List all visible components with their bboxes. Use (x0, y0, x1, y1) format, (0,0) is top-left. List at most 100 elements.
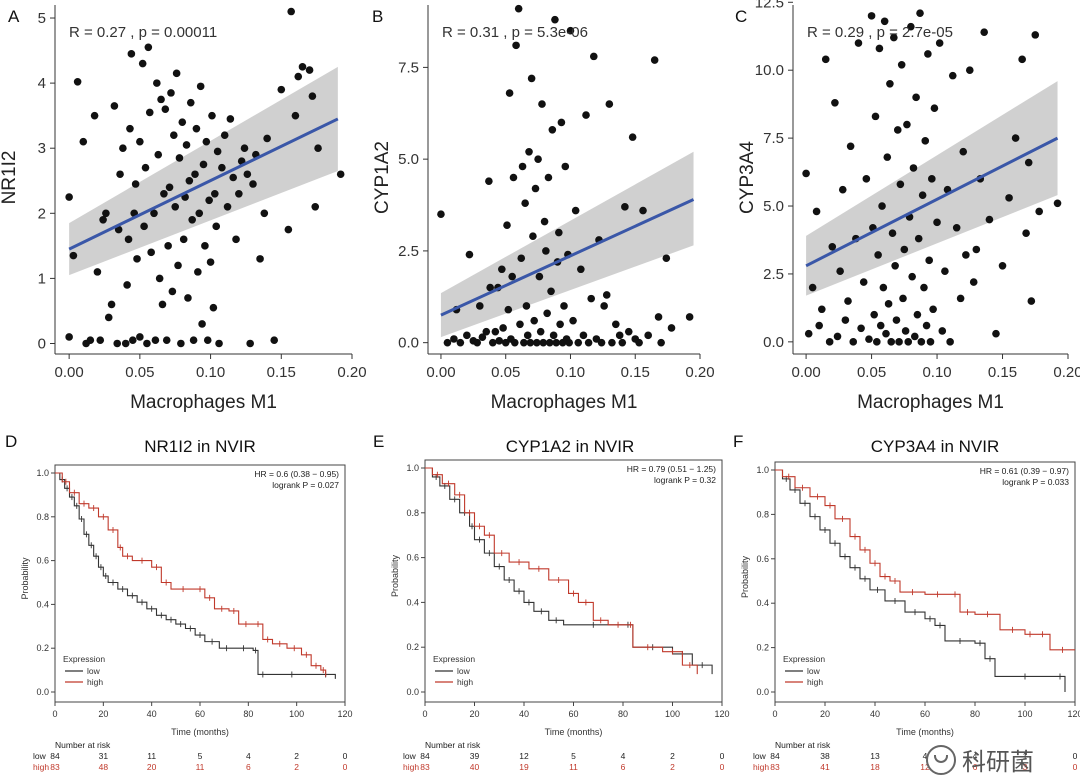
data-point (185, 176, 194, 185)
x-tick-label: 0.10 (196, 364, 225, 381)
data-point (518, 162, 527, 171)
data-point (143, 339, 151, 348)
data-point (160, 189, 168, 198)
risk-count-high: 0 (1073, 762, 1078, 772)
data-point (170, 131, 178, 139)
risk-count-high: 41 (820, 762, 830, 772)
data-point (560, 302, 568, 310)
x-tick-label: 0.10 (556, 364, 585, 381)
data-point (884, 300, 893, 308)
confidence-band (69, 66, 338, 276)
y-tick-label: 0.0 (36, 687, 49, 697)
data-point (608, 338, 616, 347)
x-tick-label: 80 (970, 709, 980, 719)
risk-row-label-low: low (403, 751, 417, 761)
data-point (657, 338, 665, 347)
data-point (547, 287, 555, 296)
risk-count-high: 6 (621, 762, 626, 772)
y-axis-label: CYP3A4 (737, 141, 758, 214)
data-point (836, 267, 844, 276)
data-point (99, 216, 107, 224)
risk-row-label-high: high (403, 762, 419, 772)
data-point (900, 245, 909, 254)
x-tick-label: 60 (195, 709, 205, 719)
regression-line (805, 136, 1059, 268)
data-point (256, 255, 264, 263)
risk-count-high: 0 (343, 762, 348, 772)
risk-count-high: 2 (294, 762, 299, 772)
data-point (935, 39, 944, 47)
data-point (198, 320, 206, 328)
data-point (525, 148, 533, 156)
y-tick-label: 0.6 (36, 556, 49, 566)
data-point (186, 98, 195, 107)
data-point (517, 254, 526, 263)
data-point (870, 310, 878, 319)
data-point (899, 294, 907, 303)
data-point (116, 170, 124, 179)
data-point (277, 85, 286, 94)
data-point (876, 321, 885, 330)
data-point (208, 111, 216, 120)
data-point (211, 189, 219, 198)
risk-count-low: 31 (99, 751, 109, 761)
data-point (499, 324, 507, 332)
data-point (833, 332, 842, 341)
data-point (818, 305, 826, 314)
data-point (520, 338, 528, 347)
data-point (882, 329, 890, 338)
data-point (127, 50, 136, 58)
hazard-ratio-text: HR = 0.61 (0.39 − 0.97) (980, 466, 1069, 476)
y-tick-label: 3 (38, 140, 46, 157)
legend-label: high (457, 677, 473, 687)
data-point (131, 180, 140, 188)
data-point (644, 331, 652, 340)
data-point (650, 56, 659, 64)
data-point (437, 210, 445, 219)
data-point (891, 261, 899, 270)
data-point (196, 82, 205, 91)
data-point (667, 324, 676, 332)
risk-count-low: 11 (147, 751, 156, 761)
data-point (904, 338, 913, 346)
data-point (533, 338, 541, 347)
data-point (965, 66, 974, 74)
legend-label: low (87, 666, 101, 676)
x-tick-label: 0.00 (55, 364, 84, 381)
y-tick-label: 0.0 (406, 687, 419, 697)
risk-count-low: 84 (770, 751, 780, 761)
data-point (229, 173, 237, 182)
data-point (846, 142, 855, 151)
data-point (849, 338, 858, 346)
data-point (526, 338, 535, 347)
data-point (828, 242, 837, 251)
x-axis-label: Macrophages M1 (130, 392, 277, 413)
data-point (865, 335, 873, 343)
data-point (263, 134, 271, 143)
data-point (821, 55, 830, 64)
logrank-text: logrank P = 0.32 (654, 475, 716, 485)
x-tick-label: 20 (469, 709, 479, 719)
data-point (473, 338, 482, 347)
panel-label: D (5, 432, 17, 451)
legend-title: Expression (783, 654, 825, 664)
data-point (182, 141, 191, 149)
y-tick-label: 2 (38, 205, 46, 222)
data-point (294, 72, 303, 81)
data-point (450, 335, 458, 343)
data-point (913, 310, 922, 319)
data-point (336, 170, 345, 179)
data-point (561, 162, 570, 171)
risk-count-low: 39 (470, 751, 480, 761)
data-point (946, 338, 954, 346)
data-point (162, 336, 171, 345)
risk-count-high: 48 (99, 762, 109, 772)
x-tick-label: 0.20 (337, 364, 366, 381)
risk-count-high: 12 (920, 762, 930, 772)
data-point (121, 339, 130, 348)
x-tick-label: 0.00 (791, 364, 820, 381)
km-curve-high (55, 472, 327, 677)
data-point (514, 4, 523, 13)
regression-line (440, 198, 695, 317)
y-axis-label: CYP1A2 (372, 141, 393, 214)
